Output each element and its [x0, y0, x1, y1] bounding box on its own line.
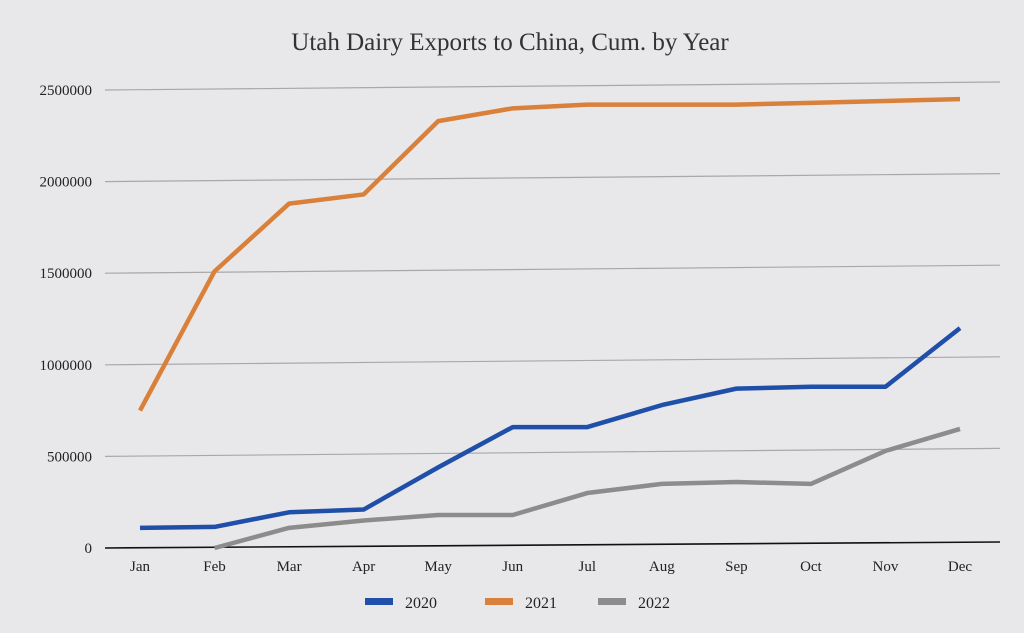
gridline	[104, 173, 1001, 183]
legend-label-2020: 2020	[405, 595, 437, 612]
y-tick-label: 0	[85, 541, 93, 557]
legend-swatch-2020	[365, 598, 393, 605]
y-tick-label: 1000000	[40, 358, 93, 374]
x-tick-label: Apr	[352, 559, 375, 575]
x-tick-label: Oct	[800, 559, 822, 575]
legend-label-2022: 2022	[638, 595, 670, 612]
chart-title: Utah Dairy Exports to China, Cum. by Yea…	[291, 29, 729, 56]
x-tick-label: Nov	[873, 559, 899, 575]
gridline	[104, 81, 1001, 91]
x-tick-label: Feb	[203, 559, 226, 575]
x-tick-label: Jun	[502, 559, 523, 575]
y-tick-label: 2500000	[40, 83, 93, 99]
gridline	[104, 356, 1001, 366]
x-tick-label: Mar	[277, 559, 302, 575]
series-line-2021	[138, 96, 961, 412]
x-tick-label: Dec	[948, 559, 972, 575]
x-tick-label: Jul	[579, 559, 597, 575]
x-tick-label: Aug	[649, 559, 675, 575]
series-line-2022	[213, 426, 961, 551]
y-tick-label: 500000	[47, 449, 92, 465]
legend-swatch-2021	[485, 598, 513, 605]
x-axis-line	[104, 541, 1001, 549]
gridline	[104, 447, 1001, 457]
gridline	[104, 264, 1001, 274]
legend-swatch-2022	[598, 598, 626, 605]
x-tick-label: May	[424, 559, 452, 575]
legend-label-2021: 2021	[525, 595, 557, 612]
y-tick-label: 1500000	[40, 266, 93, 282]
series-line-2020	[139, 326, 962, 531]
y-tick-label: 2000000	[40, 175, 93, 191]
x-tick-label: Sep	[725, 559, 748, 575]
x-tick-label: Jan	[130, 559, 150, 575]
